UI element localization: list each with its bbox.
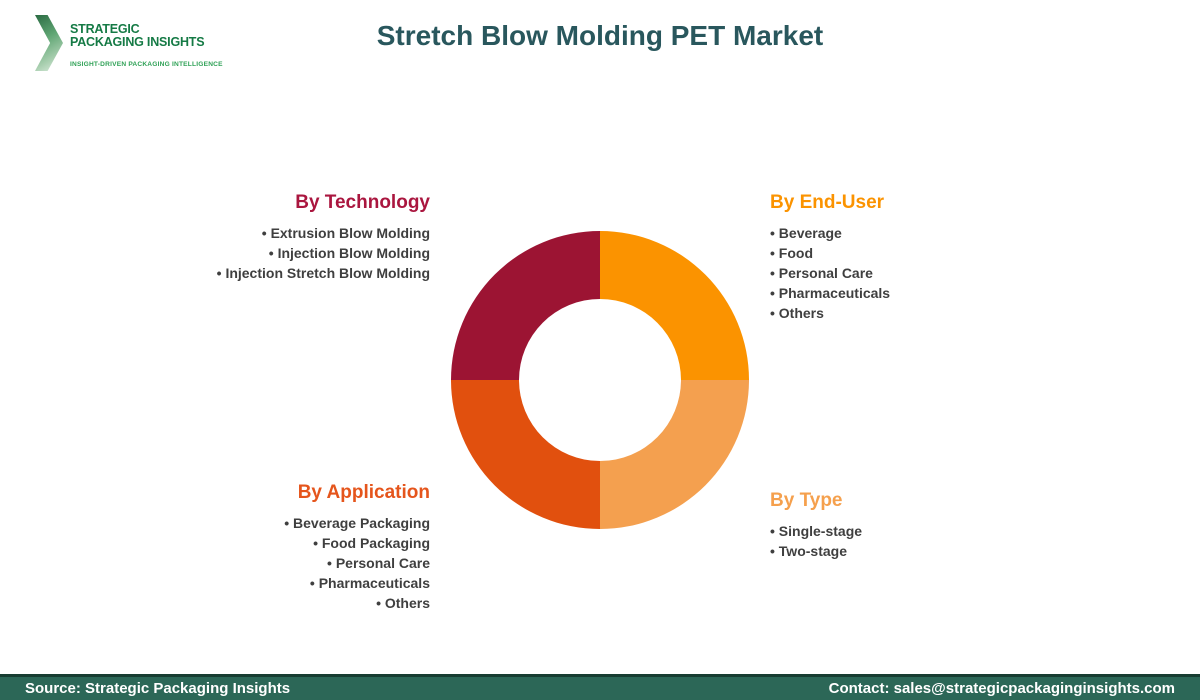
logo-name-line2: PACKAGING INSIGHTS: [70, 35, 205, 49]
list-item: Food Packaging: [284, 533, 430, 553]
logo-name-line1: STRATEGIC: [70, 22, 140, 36]
logo-text: STRATEGIC PACKAGING INSIGHTS INSIGHT-DRI…: [70, 14, 223, 71]
list-item: Others: [770, 303, 890, 323]
list-item: Injection Blow Molding: [217, 243, 430, 263]
segment-end-user-list: Beverage Food Personal Care Pharmaceutic…: [770, 223, 890, 323]
segment-type: By Type Single-stage Two-stage: [770, 490, 862, 561]
list-item: Personal Care: [284, 553, 430, 573]
segment-application-list: Beverage Packaging Food Packaging Person…: [284, 513, 430, 613]
page-title: Stretch Blow Molding PET Market: [376, 20, 824, 51]
list-item: Pharmaceuticals: [284, 573, 430, 593]
logo-tagline: INSIGHT-DRIVEN PACKAGING INTELLIGENCE: [70, 61, 223, 68]
footer-contact: Contact: sales@strategicpackaginginsight…: [828, 680, 1175, 697]
list-item: Two-stage: [770, 541, 862, 561]
segment-application: By Application Beverage Packaging Food P…: [284, 482, 430, 613]
list-item: Others: [284, 593, 430, 613]
list-item: Single-stage: [770, 521, 862, 541]
donut-chart: [451, 231, 749, 529]
list-item: Pharmaceuticals: [770, 283, 890, 303]
list-item: Personal Care: [770, 263, 890, 283]
list-item: Food: [770, 243, 890, 263]
segment-type-list: Single-stage Two-stage: [770, 521, 862, 561]
donut-segment-end-user: [600, 231, 749, 380]
segment-end-user: By End-User Beverage Food Personal Care …: [770, 192, 890, 323]
footer-bar: Source: Strategic Packaging Insights Con…: [0, 674, 1200, 700]
segment-application-heading: By Application: [297, 482, 430, 503]
segment-end-user-heading: By End-User: [770, 192, 885, 213]
donut-segment-application: [451, 380, 600, 529]
footer-source: Source: Strategic Packaging Insights: [25, 680, 291, 697]
list-item: Beverage: [770, 223, 890, 243]
segment-technology: By Technology Extrusion Blow Molding Inj…: [217, 192, 430, 283]
segment-technology-heading: By Technology: [295, 192, 430, 213]
list-item: Extrusion Blow Molding: [217, 223, 430, 243]
list-item: Beverage Packaging: [284, 513, 430, 533]
donut-segment-technology: [451, 231, 600, 380]
segment-type-heading: By Type: [770, 490, 843, 511]
segment-technology-list: Extrusion Blow Molding Injection Blow Mo…: [217, 223, 430, 283]
donut-segment-type: [600, 380, 749, 529]
logo: STRATEGIC PACKAGING INSIGHTS INSIGHT-DRI…: [35, 14, 223, 71]
list-item: Injection Stretch Blow Molding: [217, 263, 430, 283]
